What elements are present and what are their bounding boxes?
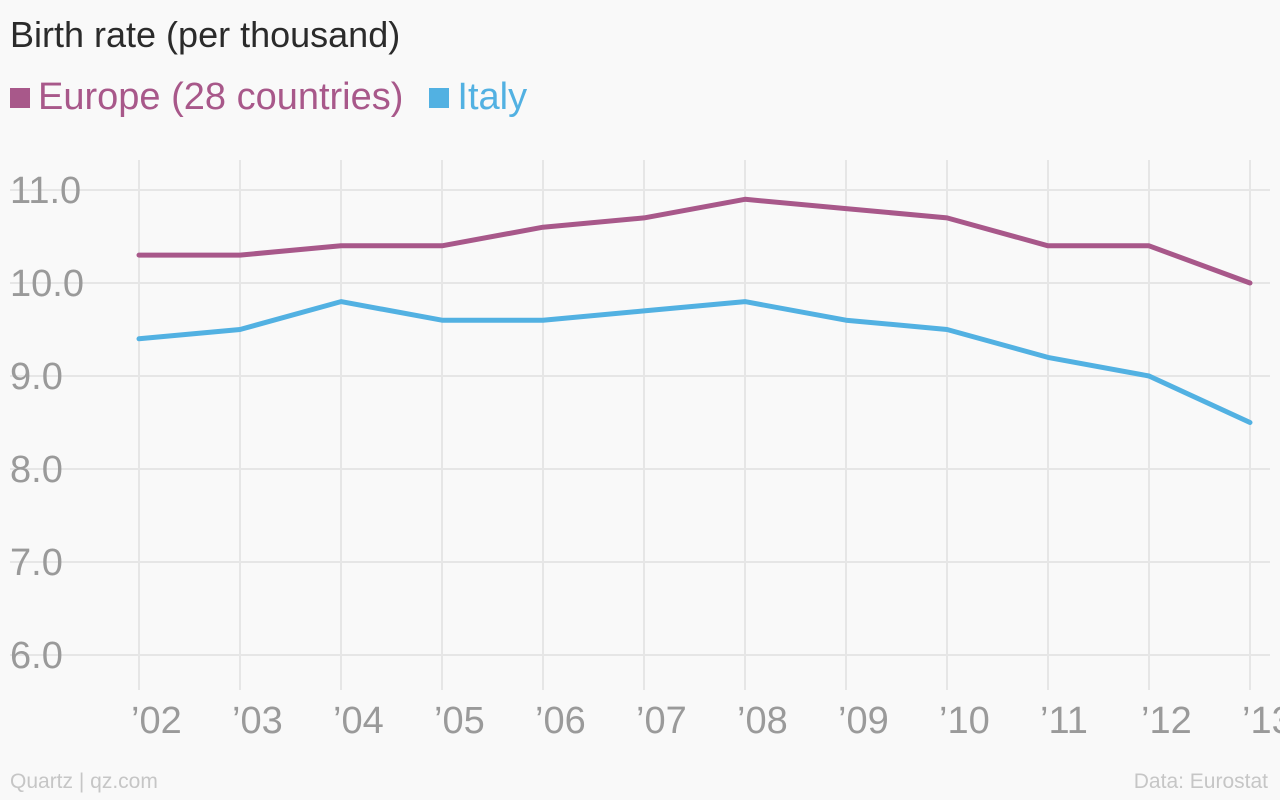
x-tick-label: ’06 [535, 700, 586, 742]
source-credit: Quartz | qz.com [10, 770, 158, 793]
x-tick-label: ’08 [737, 700, 788, 742]
data-source: Data: Eurostat [1133, 770, 1268, 793]
x-tick-label: ’13 [1242, 700, 1280, 742]
chart-title: Birth rate (per thousand) [10, 14, 401, 55]
series-line-europe [136, 196, 1253, 286]
x-tick-label: ’03 [232, 700, 283, 742]
x-tick-label: ’02 [131, 700, 182, 742]
legend-label-europe: Europe (28 countries) [38, 76, 404, 118]
x-tick-label: ’04 [333, 700, 384, 742]
x-tick-label: ’09 [838, 700, 889, 742]
x-tick-label: ’10 [939, 700, 990, 742]
legend-swatch-europe [10, 87, 30, 108]
y-tick-label: 11.0 [10, 170, 81, 212]
y-tick-label: 10.0 [10, 263, 84, 305]
x-tick-label: ’12 [1141, 700, 1192, 742]
legend-item-italy: Italy [429, 76, 527, 119]
series-line-italy [136, 299, 1253, 425]
legend-swatch-italy [429, 87, 450, 108]
legend-item-europe: Europe (28 countries) [10, 76, 403, 119]
y-tick-label: 6.0 [10, 635, 63, 677]
legend: Europe (28 countries) Italy [10, 76, 553, 119]
x-tick-label: ’11 [1040, 700, 1088, 742]
y-tick-label: 9.0 [10, 356, 63, 398]
x-tick-label: ’05 [434, 700, 485, 742]
y-tick-label: 8.0 [10, 449, 63, 491]
x-tick-label: ’07 [636, 700, 687, 742]
legend-label-italy: Italy [457, 76, 528, 118]
y-tick-label: 7.0 [10, 542, 63, 584]
